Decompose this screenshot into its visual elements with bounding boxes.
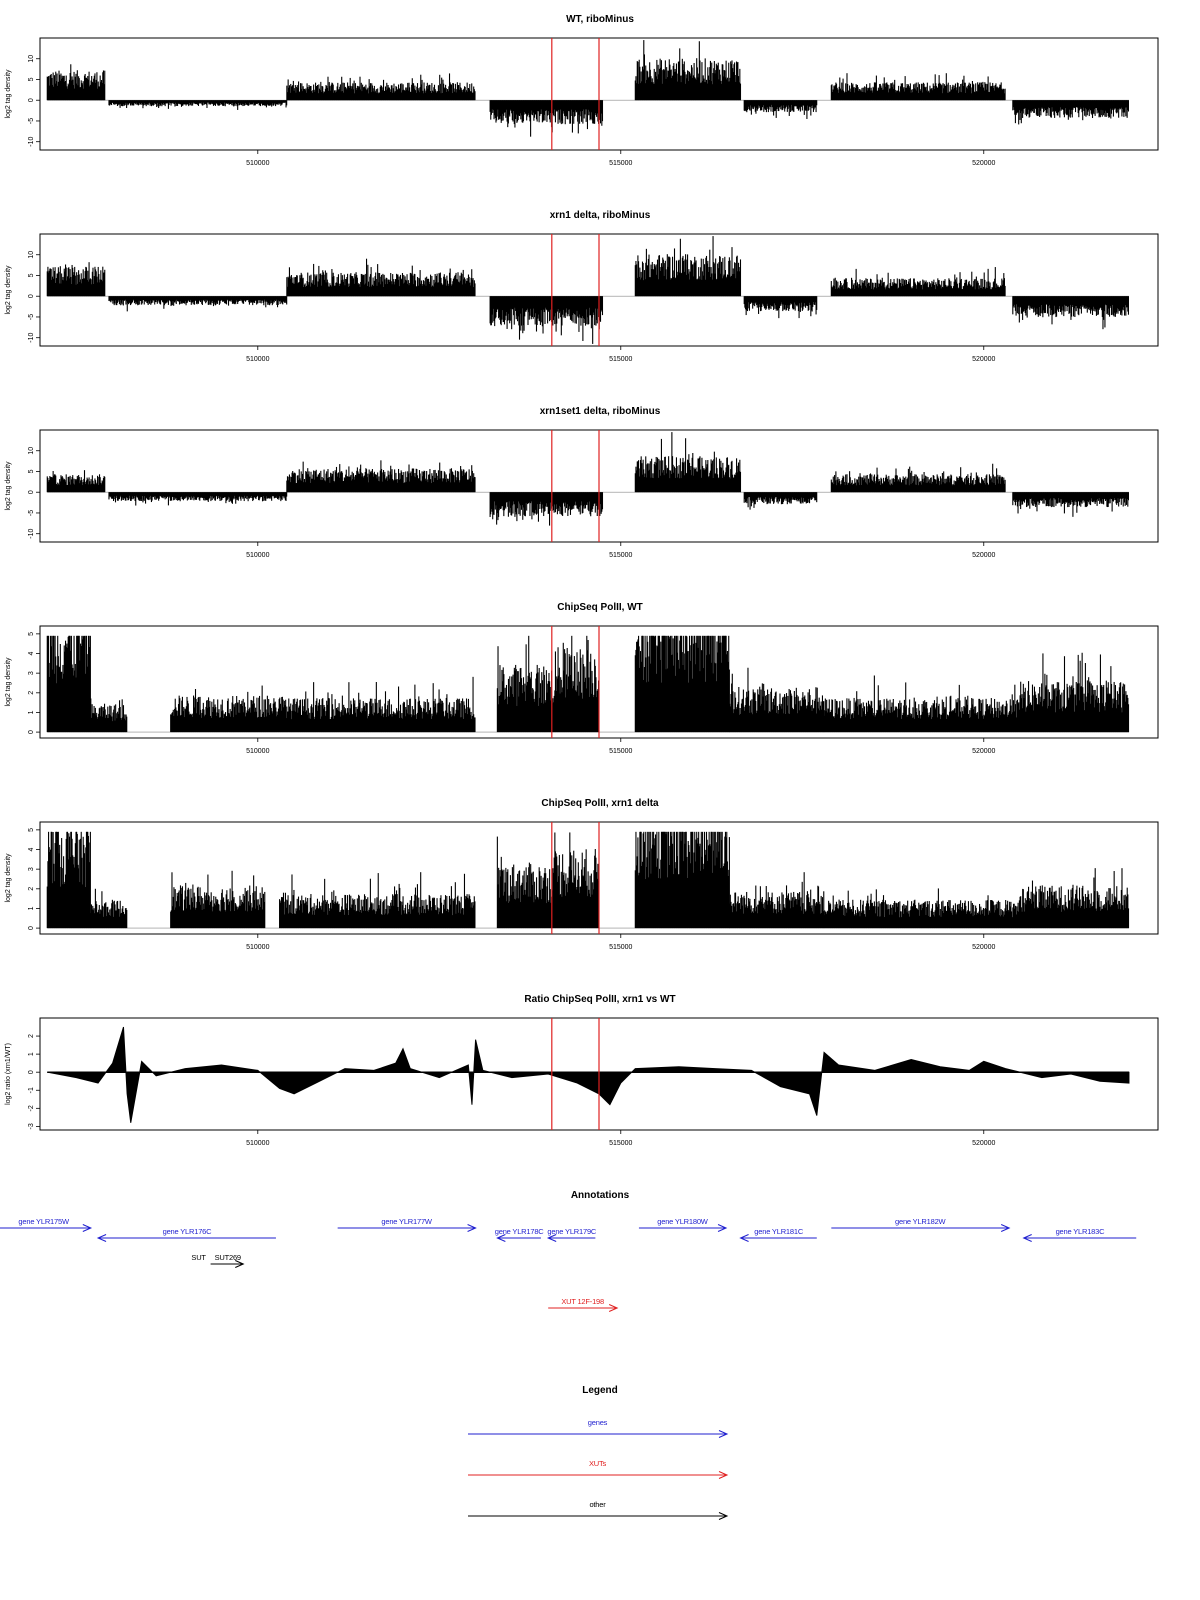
data-segment (109, 100, 287, 110)
data-segment (1013, 296, 1129, 329)
y-tick-label: 5 (28, 273, 35, 277)
panel-title-1: xrn1 delta, riboMinus (0, 210, 1200, 221)
data-segment (1013, 100, 1129, 124)
x-tick-label: 520000 (972, 356, 995, 363)
data-segment (831, 73, 1005, 100)
y-tick-label: -10 (28, 333, 35, 343)
data-segment (490, 296, 602, 344)
data-segment (287, 259, 475, 297)
panel-title-3: ChipSeq PolII, WT (0, 602, 1200, 613)
data-segment (831, 267, 1005, 296)
x-tick-label: 515000 (609, 552, 632, 559)
bar-series (47, 236, 1128, 344)
y-tick-label: 5 (28, 469, 35, 473)
data-segment (744, 100, 817, 119)
data-segment (635, 432, 740, 492)
y-axis-label: log2 tag density (5, 69, 12, 119)
data-segment (744, 296, 817, 318)
y-tick-label: 0 (28, 294, 35, 298)
data-segment (47, 636, 90, 732)
data-segment (109, 492, 287, 505)
data-segment (91, 698, 127, 732)
y-axis-label: log2 tag density (5, 265, 12, 315)
plot-svg-2: -10 -5 0 5 10 510000 515000 520000 log2 tag dens… (0, 426, 1200, 578)
bar-series (47, 636, 1128, 732)
x-tick-label: 515000 (609, 356, 632, 363)
data-segment (635, 236, 740, 296)
y-tick-label: 10 (28, 447, 35, 455)
data-segment (109, 296, 287, 311)
data-segment (1013, 492, 1129, 517)
y-tick-label: -10 (28, 137, 35, 147)
bar-series (47, 432, 1128, 526)
panel-title-2: xrn1set1 delta, riboMinus (0, 406, 1200, 417)
y-tick-label: -5 (28, 314, 35, 320)
bar-series (47, 40, 1128, 137)
y-tick-label: 0 (28, 490, 35, 494)
data-segment (287, 73, 475, 100)
data-segment (47, 262, 104, 296)
plot-3: 0 1 2 3 4 5 510000 515000 520000 log2 tag density (0, 622, 1200, 774)
data-segment (490, 492, 602, 525)
x-tick-label: 520000 (972, 160, 995, 167)
data-segment (171, 686, 287, 733)
y-tick-label: -10 (28, 529, 35, 539)
y-tick-label: -5 (28, 118, 35, 124)
y-tick-label: 0 (28, 98, 35, 102)
y-tick-label: 10 (28, 55, 35, 63)
x-tick-label: 510000 (246, 552, 269, 559)
panel-title-0: WT, riboMinus (0, 14, 1200, 25)
plot-2: -10 -5 0 5 10 510000 515000 520000 log2 tag dens… (0, 426, 1200, 578)
data-segment (490, 100, 602, 136)
y-tick-label: 10 (28, 251, 35, 259)
data-segment (831, 464, 1005, 492)
x-tick-label: 515000 (609, 160, 632, 167)
data-segment (287, 460, 475, 492)
data-segment (47, 470, 104, 492)
plot-svg-0: -10 -5 0 5 10 510000 515000 520000 log2 tag dens… (0, 34, 1200, 186)
y-tick-label: 5 (28, 77, 35, 81)
x-tick-label: 510000 (246, 160, 269, 167)
y-axis-label: log2 tag density (5, 461, 12, 511)
y-tick-label: -5 (28, 510, 35, 516)
data-segment (635, 40, 740, 100)
plot-0: -10 -5 0 5 10 510000 515000 520000 log2 tag dens… (0, 34, 1200, 186)
x-tick-label: 510000 (246, 356, 269, 363)
x-tick-label: 520000 (972, 552, 995, 559)
plot-1: -10 -5 0 5 10 510000 515000 520000 log2 tag dens… (0, 230, 1200, 382)
plot-svg-1: -10 -5 0 5 10 510000 515000 520000 log2 tag dens… (0, 230, 1200, 382)
data-segment (47, 64, 104, 100)
data-segment (744, 492, 817, 509)
